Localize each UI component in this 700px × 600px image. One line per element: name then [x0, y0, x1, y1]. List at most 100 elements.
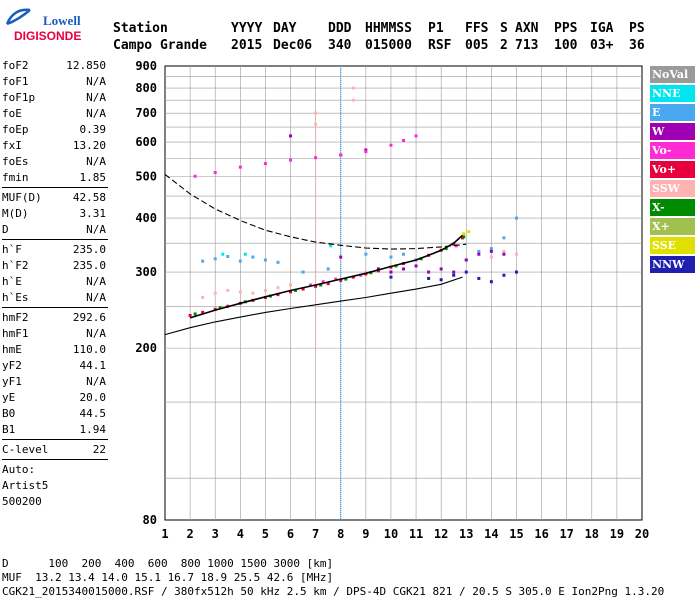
param-value: 235.0 — [72, 259, 106, 272]
lowell-digisonde-logo: Lowell DIGISONDE — [4, 4, 100, 44]
param-name: yE — [2, 391, 16, 404]
legend-item-e: E — [650, 104, 695, 121]
data-point — [339, 255, 343, 259]
param-row: C-level 22 — [2, 442, 108, 458]
header-value: 36 — [629, 38, 645, 53]
x-tick-label: 14 — [484, 527, 498, 541]
data-point — [301, 270, 305, 274]
x-tick-label: 8 — [337, 527, 344, 541]
header-value: Dec06 — [273, 38, 313, 53]
data-point — [502, 252, 506, 256]
param-row: D N/A — [2, 222, 108, 238]
header-value: 713 — [515, 38, 539, 53]
param-value: 1.85 — [79, 171, 107, 184]
param-name: D — [2, 223, 9, 236]
param-value: 0.39 — [79, 123, 107, 136]
x-tick-label: 12 — [434, 527, 448, 541]
param-name: foF2 — [2, 59, 29, 72]
x-tick-label: 16 — [534, 527, 548, 541]
header-label-axn: AXN — [515, 21, 539, 36]
data-point — [464, 270, 468, 274]
data-point — [309, 283, 313, 287]
auto-text: Artist5 — [2, 479, 49, 492]
x-tick-label: 5 — [262, 527, 269, 541]
data-point — [218, 306, 222, 310]
param-row: foEs N/A — [2, 154, 108, 170]
true-height-profile — [164, 276, 463, 336]
data-point — [414, 264, 418, 268]
data-point — [276, 260, 280, 264]
x-tick-label: 7 — [312, 527, 319, 541]
param-row: foE N/A — [2, 106, 108, 122]
param-value: 42.58 — [72, 191, 106, 204]
data-point — [238, 165, 242, 169]
data-point — [502, 236, 506, 240]
legend-item-nnw: NNW — [650, 256, 695, 273]
data-point — [201, 259, 205, 263]
header-label-ffs: FFS — [465, 21, 489, 36]
data-point — [263, 288, 267, 292]
header-label-p1: P1 — [428, 21, 444, 36]
y-tick-label: 700 — [135, 106, 157, 120]
data-point — [489, 280, 493, 284]
data-point — [364, 150, 368, 154]
data-point — [263, 162, 267, 166]
data-point — [376, 267, 380, 271]
data-point — [334, 277, 338, 281]
y-tick-label: 800 — [135, 81, 157, 95]
data-point — [439, 278, 443, 282]
param-value: 44.1 — [79, 359, 107, 372]
header-value: 2 — [500, 38, 508, 53]
param-name: fmin — [2, 171, 29, 184]
param-value: 3.31 — [79, 207, 107, 220]
header-label-ddd: DDD — [328, 21, 352, 36]
legend-item-sse: SSE — [650, 237, 695, 254]
logo-bottom-text: DIGISONDE — [14, 29, 81, 43]
data-point — [243, 252, 247, 256]
header-value: 340 — [328, 38, 352, 53]
data-point — [376, 269, 380, 273]
data-point — [251, 291, 255, 295]
header-value: RSF — [428, 38, 452, 53]
data-point — [314, 111, 318, 115]
param-row: hmF2 292.6 — [2, 310, 108, 326]
param-name: MUF(D) — [2, 191, 42, 204]
footer-distance-line: D 100 200 400 600 800 1000 1500 3000 [km… — [2, 557, 334, 570]
data-point — [462, 232, 466, 236]
data-point — [389, 143, 393, 147]
param-value: 1.94 — [79, 423, 107, 436]
footer-muf-line: MUF 13.2 13.4 14.0 15.1 16.7 18.9 25.5 4… — [2, 571, 334, 584]
param-row: foF2 12.850 — [2, 58, 108, 74]
param-name: hmF1 — [2, 327, 29, 340]
data-point — [502, 249, 506, 253]
param-value: N/A — [86, 155, 106, 168]
data-point — [201, 295, 205, 299]
data-point — [238, 290, 242, 294]
virtual-height-trace — [189, 234, 464, 319]
param-name: foEp — [2, 123, 29, 136]
data-point — [427, 276, 431, 280]
header-label-hhmmss: HHMMSS — [365, 21, 412, 36]
header-value: 03+ — [590, 38, 614, 53]
param-name: B0 — [2, 407, 16, 420]
param-name: C-level — [2, 443, 49, 456]
data-point — [514, 216, 518, 220]
header-value: 015000 — [365, 38, 412, 53]
param-row: yF1 N/A — [2, 374, 108, 390]
header-label-day: DAY — [273, 21, 297, 36]
y-tick-label: 500 — [135, 169, 157, 183]
data-point — [301, 287, 305, 291]
data-point — [329, 244, 333, 248]
auto-text: Auto: — [2, 463, 36, 476]
param-value: 12.850 — [66, 59, 106, 72]
y-tick-label: 200 — [135, 341, 157, 355]
data-point — [339, 278, 343, 282]
param-value: N/A — [86, 107, 106, 120]
param-name: h`F — [2, 243, 22, 256]
param-name: h`F2 — [2, 259, 29, 272]
param-row: h`F 235.0 — [2, 242, 108, 258]
data-point — [326, 267, 330, 271]
data-point — [319, 283, 323, 287]
param-name: fxI — [2, 139, 22, 152]
param-row: yF2 44.1 — [2, 358, 108, 374]
